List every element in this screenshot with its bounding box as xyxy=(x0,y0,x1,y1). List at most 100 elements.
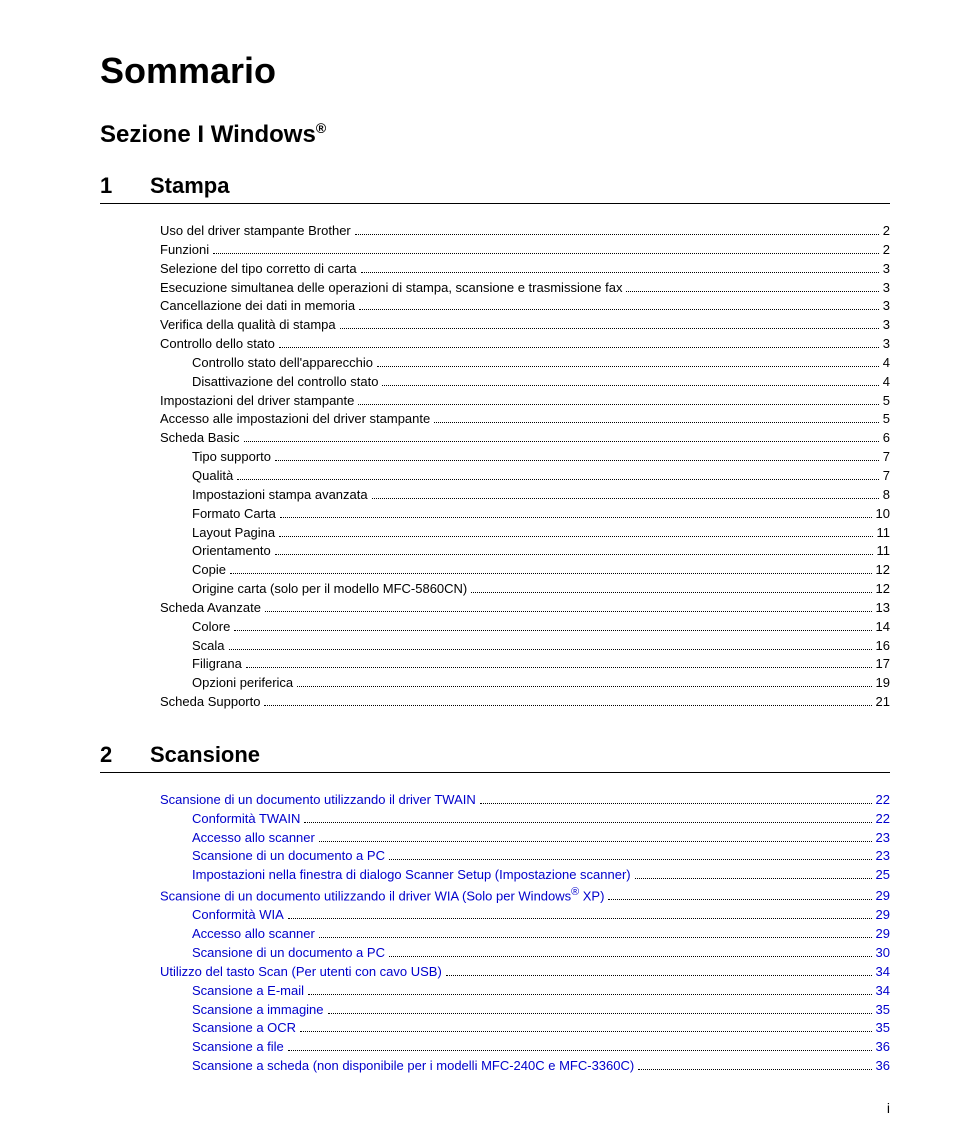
toc-page-number[interactable]: 29 xyxy=(876,887,890,906)
toc-entry: Esecuzione simultanea delle operazioni d… xyxy=(160,279,890,298)
toc-entry: Verifica della qualità di stampa 3 xyxy=(160,316,890,335)
toc-entry: Filigrana 17 xyxy=(160,655,890,674)
toc-entry[interactable]: Scansione a immagine 35 xyxy=(160,1001,890,1020)
toc-leader-dots xyxy=(389,849,872,860)
toc-leader-dots xyxy=(340,318,879,329)
toc-page-number[interactable]: 36 xyxy=(876,1038,890,1057)
toc-entry[interactable]: Scansione a E-mail 34 xyxy=(160,982,890,1001)
toc-page-number[interactable]: 34 xyxy=(876,963,890,982)
toc-label: Uso del driver stampante Brother xyxy=(160,222,351,241)
toc-entry[interactable]: Conformità WIA 29 xyxy=(160,906,890,925)
toc-leader-dots xyxy=(308,983,872,994)
toc-leader-dots xyxy=(288,1040,872,1051)
toc-page-number: 17 xyxy=(876,655,890,674)
toc-leader-dots xyxy=(279,525,872,536)
toc-page-number: 3 xyxy=(883,297,890,316)
toc-page-number: 5 xyxy=(883,392,890,411)
toc-label[interactable]: Accesso allo scanner xyxy=(192,829,315,848)
toc-page-number[interactable]: 36 xyxy=(876,1057,890,1076)
toc-page-number[interactable]: 23 xyxy=(876,829,890,848)
toc-label[interactable]: Scansione a OCR xyxy=(192,1019,296,1038)
toc-entry[interactable]: Scansione di un documento a PC 23 xyxy=(160,847,890,866)
toc-label[interactable]: Conformità TWAIN xyxy=(192,810,300,829)
toc-entry[interactable]: Scansione di un documento a PC 30 xyxy=(160,944,890,963)
toc-label: Orientamento xyxy=(192,542,271,561)
toc-page-number[interactable]: 35 xyxy=(876,1001,890,1020)
toc-label[interactable]: Scansione di un documento utilizzando il… xyxy=(160,791,476,810)
toc-leader-dots xyxy=(319,927,872,938)
toc-entry[interactable]: Scansione a file 36 xyxy=(160,1038,890,1057)
chapter-title: Stampa xyxy=(150,173,229,199)
toc-label: Layout Pagina xyxy=(192,524,275,543)
toc-leader-dots xyxy=(471,582,871,593)
toc-entry[interactable]: Scansione di un documento utilizzando il… xyxy=(160,885,890,906)
chapter-heading: 1 Stampa xyxy=(100,173,890,204)
toc-entry[interactable]: Utilizzo del tasto Scan (Per utenti con … xyxy=(160,963,890,982)
toc-label: Qualità xyxy=(192,467,233,486)
toc-page-number[interactable]: 34 xyxy=(876,982,890,1001)
toc-entry[interactable]: Scansione di un documento utilizzando il… xyxy=(160,791,890,810)
toc-page-number: 7 xyxy=(883,448,890,467)
chapters-container: 1StampaUso del driver stampante Brother2… xyxy=(100,173,890,1076)
registered-symbol: ® xyxy=(571,886,579,898)
chapter-number: 2 xyxy=(100,742,120,768)
toc-page-number[interactable]: 25 xyxy=(876,866,890,885)
toc-entry[interactable]: Conformità TWAIN 22 xyxy=(160,810,890,829)
toc-entry[interactable]: Accesso allo scanner 29 xyxy=(160,925,890,944)
toc-label[interactable]: Scansione di un documento a PC xyxy=(192,847,385,866)
toc-label: Formato Carta xyxy=(192,505,276,524)
toc-page-number: 14 xyxy=(876,618,890,637)
toc-page-number[interactable]: 22 xyxy=(876,810,890,829)
toc-label: Filigrana xyxy=(192,655,242,674)
toc-page-number[interactable]: 29 xyxy=(876,925,890,944)
toc-page-number: 8 xyxy=(883,486,890,505)
toc-label[interactable]: Scansione a immagine xyxy=(192,1001,324,1020)
toc-label[interactable]: Scansione a scheda (non disponibile per … xyxy=(192,1057,634,1076)
toc-label[interactable]: Scansione a file xyxy=(192,1038,284,1057)
toc-label[interactable]: Impostazioni nella finestra di dialogo S… xyxy=(192,866,631,885)
toc-entry[interactable]: Accesso allo scanner 23 xyxy=(160,829,890,848)
toc-page-number: 6 xyxy=(883,429,890,448)
toc-page-number[interactable]: 30 xyxy=(876,944,890,963)
toc-label[interactable]: Scansione di un documento a PC xyxy=(192,944,385,963)
toc-entry[interactable]: Scansione a scheda (non disponibile per … xyxy=(160,1057,890,1076)
toc-leader-dots xyxy=(446,964,872,975)
toc-page-number[interactable]: 35 xyxy=(876,1019,890,1038)
toc-label[interactable]: Utilizzo del tasto Scan (Per utenti con … xyxy=(160,963,442,982)
toc-label: Verifica della qualità di stampa xyxy=(160,316,336,335)
toc-leader-dots xyxy=(319,830,872,841)
toc-label: Colore xyxy=(192,618,230,637)
toc-leader-dots xyxy=(358,393,878,404)
toc-page-number: 3 xyxy=(883,316,890,335)
toc-leader-dots xyxy=(635,868,872,879)
toc-leader-dots xyxy=(377,356,879,367)
toc-entry: Copie12 xyxy=(160,561,890,580)
toc-entry: Uso del driver stampante Brother2 xyxy=(160,222,890,241)
toc-label: Tipo supporto xyxy=(192,448,271,467)
toc-page-number[interactable]: 29 xyxy=(876,906,890,925)
toc-entry: Formato Carta10 xyxy=(160,505,890,524)
toc-block: Scansione di un documento utilizzando il… xyxy=(100,791,890,1076)
toc-label: Controllo dello stato xyxy=(160,335,275,354)
toc-page-number: 13 xyxy=(876,599,890,618)
toc-entry: Impostazioni stampa avanzata 8 xyxy=(160,486,890,505)
toc-entry[interactable]: Impostazioni nella finestra di dialogo S… xyxy=(160,866,890,885)
toc-label: Disattivazione del controllo stato xyxy=(192,373,378,392)
toc-entry[interactable]: Scansione a OCR 35 xyxy=(160,1019,890,1038)
toc-leader-dots xyxy=(230,563,872,574)
toc-label: Impostazioni del driver stampante xyxy=(160,392,354,411)
toc-leader-dots xyxy=(638,1059,871,1070)
section-heading-text: Sezione I Windows xyxy=(100,121,316,148)
toc-page-number: 2 xyxy=(883,241,890,260)
toc-label: Copie xyxy=(192,561,226,580)
toc-label[interactable]: Scansione a E-mail xyxy=(192,982,304,1001)
toc-label[interactable]: Conformità WIA xyxy=(192,906,284,925)
toc-label[interactable]: Accesso allo scanner xyxy=(192,925,315,944)
toc-page-number[interactable]: 22 xyxy=(876,791,890,810)
chapter-number: 1 xyxy=(100,173,120,199)
toc-label: Impostazioni stampa avanzata xyxy=(192,486,368,505)
chapter-title: Scansione xyxy=(150,742,260,768)
toc-label[interactable]: Scansione di un documento utilizzando il… xyxy=(160,885,604,906)
toc-page-number[interactable]: 23 xyxy=(876,847,890,866)
toc-leader-dots xyxy=(213,242,879,253)
